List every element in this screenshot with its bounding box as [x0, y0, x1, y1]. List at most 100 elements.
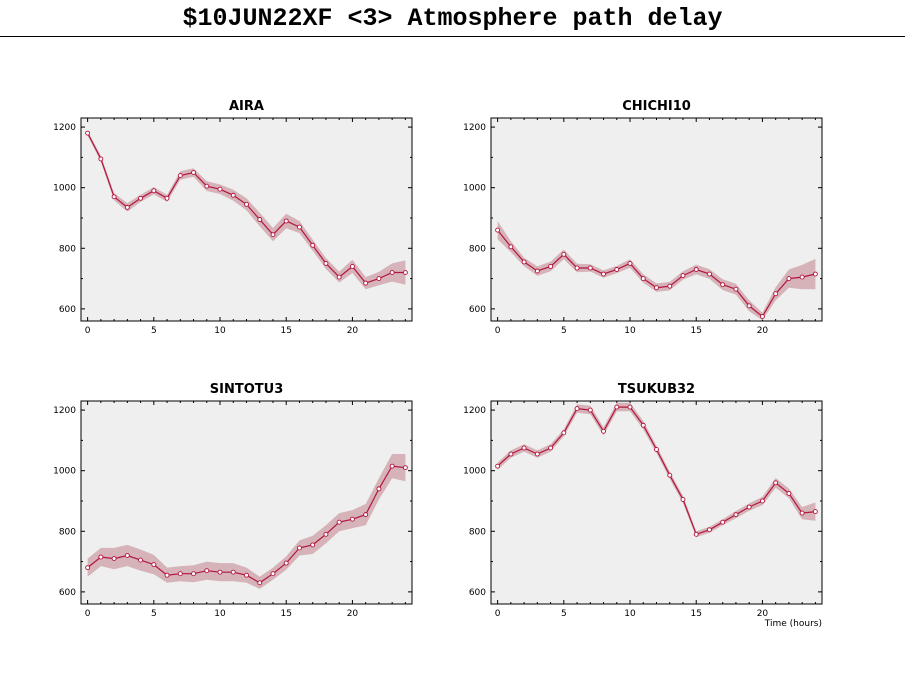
data-point [495, 227, 501, 233]
data-point [654, 447, 659, 452]
data-point [363, 280, 369, 286]
data-point [204, 183, 210, 189]
data-point [773, 480, 779, 486]
y-tick-label: 1200 [463, 123, 486, 133]
data-point [720, 282, 726, 288]
data-point [270, 232, 276, 238]
x-tick-label: 10 [624, 326, 636, 336]
data-point [363, 512, 369, 518]
data-point [720, 519, 726, 525]
data-point [680, 273, 686, 279]
data-point [773, 291, 779, 297]
data-point [614, 267, 620, 272]
chart-title: TSUKUB32 [618, 382, 695, 397]
x-tick-label: 0 [495, 609, 501, 619]
data-point [746, 303, 752, 309]
page-title: $10JUN22XF <3> Atmosphere path delay [182, 4, 723, 33]
data-point [310, 242, 316, 248]
data-point [812, 271, 818, 277]
data-point [389, 270, 395, 275]
data-point [191, 571, 196, 577]
data-point [667, 472, 673, 478]
data-point [587, 407, 593, 413]
data-point [336, 519, 342, 525]
x-tick-label: 20 [757, 609, 769, 619]
data-point [786, 490, 792, 496]
y-tick-label: 800 [469, 527, 486, 537]
x-tick-label: 5 [151, 326, 157, 336]
data-point [191, 170, 196, 175]
data-point [111, 194, 117, 200]
data-point [601, 271, 606, 277]
plot-frame [490, 400, 823, 605]
x-tick-label: 15 [280, 609, 291, 619]
data-point [574, 265, 580, 271]
y-tick-label: 1000 [463, 467, 486, 477]
data-point [746, 504, 752, 510]
x-tick-label: 0 [85, 609, 91, 619]
data-point [508, 244, 514, 250]
chart-sintotu3: SINTOTU3 600 800 1000 1200 0 5 10 15 20 [53, 382, 413, 619]
chart-aira: AIRA 600 800 1000 1200 0 5 10 15 20 [53, 99, 413, 336]
data-point [177, 571, 183, 577]
data-point [495, 463, 501, 469]
x-tick-label: 10 [624, 609, 636, 619]
y-tick-label: 1000 [53, 467, 76, 477]
data-point [693, 531, 699, 537]
data-point [627, 260, 633, 266]
data-point [310, 542, 316, 548]
x-tick-label: 5 [561, 609, 567, 619]
data-point [349, 516, 355, 522]
data-point [217, 569, 223, 575]
x-tick-label: 0 [85, 326, 91, 336]
y-tick-label: 1200 [53, 123, 76, 133]
title-divider [0, 36, 905, 37]
data-point [204, 568, 210, 574]
x-tick-label: 5 [561, 326, 567, 336]
x-tick-label: 15 [690, 326, 701, 336]
data-point [230, 192, 236, 198]
y-tick-label: 1200 [53, 406, 76, 416]
y-tick-label: 1000 [53, 184, 76, 194]
data-point [680, 497, 686, 502]
y-tick-label: 1200 [463, 406, 486, 416]
data-point [614, 404, 620, 410]
data-point [151, 562, 157, 568]
data-point [587, 265, 593, 271]
data-point [799, 274, 805, 280]
x-tick-label: 15 [280, 326, 291, 336]
y-tick-label: 600 [59, 588, 76, 598]
data-point [283, 218, 289, 224]
data-point [124, 204, 130, 210]
data-point [111, 556, 117, 562]
data-point [601, 428, 606, 434]
y-tick-label: 800 [59, 527, 76, 537]
data-point [707, 271, 712, 277]
data-point [270, 571, 276, 577]
data-point [627, 404, 633, 410]
data-point [376, 486, 382, 492]
data-point [98, 554, 104, 560]
data-point [85, 565, 91, 571]
data-point [151, 188, 157, 194]
data-point [402, 465, 408, 471]
y-tick-label: 600 [469, 588, 486, 598]
data-point [574, 406, 580, 412]
data-point [124, 553, 130, 558]
data-point [297, 545, 302, 551]
data-point [561, 430, 567, 436]
data-point [534, 268, 540, 274]
x-tick-label: 10 [214, 326, 226, 336]
data-point [297, 224, 302, 230]
chart-title: CHICHI10 [622, 99, 691, 114]
data-point [336, 274, 342, 280]
plot-area [491, 401, 822, 604]
data-point [164, 195, 170, 201]
data-point [177, 173, 183, 179]
data-point [812, 509, 818, 515]
data-point [640, 276, 646, 282]
data-point [164, 572, 170, 578]
plot-frame [490, 117, 823, 322]
x-tick-label: 0 [495, 326, 501, 336]
